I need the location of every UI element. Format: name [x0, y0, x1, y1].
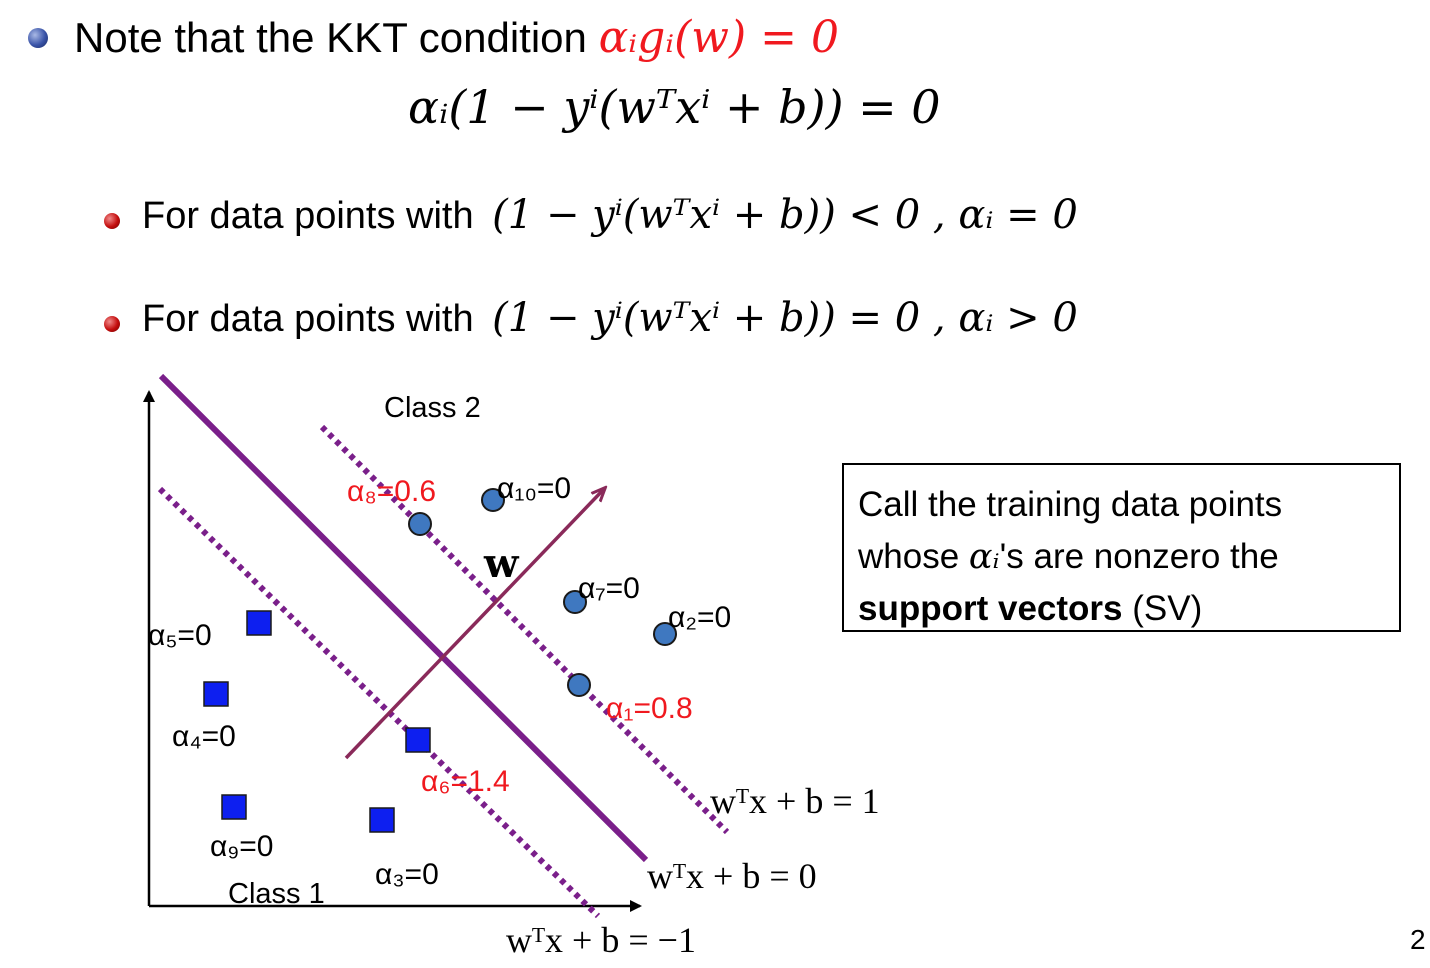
sv-line-2-post: 's are nonzero the — [999, 537, 1279, 576]
sv-line-3-bold: support vectors — [858, 589, 1123, 628]
w-arrow — [344, 489, 604, 760]
alpha-5-label: α₅=0 — [148, 619, 212, 652]
bullet-2-expr: (1 − yⁱ(wᵀxⁱ + b)) = 0 , αᵢ > 0 — [492, 295, 1078, 341]
eq-plus-label: wᵀx + b = 1 — [710, 781, 880, 821]
kkt-condition: αᵢgᵢ(w) = 0 — [598, 12, 839, 63]
alpha-4-label: α₄=0 — [172, 720, 236, 753]
sv-line-2-math: αᵢ — [968, 537, 1000, 577]
w-label: w — [484, 540, 519, 587]
main-equation-text: αᵢ(1 − yⁱ(wᵀxⁱ + b)) = 0 — [408, 80, 941, 134]
point-9 — [221, 794, 247, 820]
alpha-2-label: α₂=0 — [668, 601, 732, 634]
alpha-9-label: α₉=0 — [210, 830, 274, 863]
sv-line-3-post: (SV) — [1132, 589, 1203, 628]
point-3 — [369, 807, 395, 833]
alpha-7-label: α₇=0 — [578, 572, 640, 605]
point-8 — [408, 512, 432, 536]
alpha-10-label: α₁₀=0 — [497, 472, 572, 505]
eq-zero-label: wᵀx + b = 0 — [647, 856, 817, 896]
class2-label: Class 2 — [384, 392, 481, 424]
heading-bullet — [28, 28, 48, 48]
support-vectors-box: Call the training data points whose αᵢ's… — [842, 463, 1401, 632]
alpha-6-label: α₆=1.4 — [421, 765, 510, 798]
bullet-2: For data points with (1 − yⁱ(wᵀxⁱ + b)) … — [142, 295, 1078, 341]
point-4 — [203, 681, 229, 707]
point-2 — [653, 622, 677, 646]
alpha-3-label: α₃=0 — [375, 858, 439, 891]
point-5 — [246, 610, 272, 636]
eq-minus-label: wᵀx + b = −1 — [506, 920, 696, 960]
alpha-8-label: α₈=0.6 — [347, 475, 437, 508]
bullet-1: For data points with (1 − yⁱ(wᵀxⁱ + b)) … — [142, 192, 1078, 238]
alpha-1-label: α₁=0.8 — [606, 692, 693, 725]
margin-line-minus — [157, 486, 601, 919]
point-6 — [405, 727, 431, 753]
sv-line-1: Call the training data points — [858, 485, 1283, 524]
bullet-2-prefix: For data points with — [142, 298, 474, 340]
page-number: 2 — [1410, 924, 1426, 955]
bullet-1-expr: (1 − yⁱ(wᵀxⁱ + b)) < 0 , αᵢ = 0 — [492, 192, 1078, 238]
heading-line: Note that the KKT condition αᵢgᵢ(w) = 0 — [74, 12, 839, 63]
sv-line-2: whose αᵢ's are nonzero the — [858, 531, 1399, 583]
sv-line-3: support vectors (SV) — [858, 583, 1399, 635]
main-equation: αᵢ(1 − yⁱ(wᵀxⁱ + b)) = 0 — [408, 80, 941, 134]
point-10 — [481, 488, 505, 512]
bullet-1-marker — [104, 213, 120, 229]
class1-label: Class 1 — [228, 878, 325, 910]
bullet-2-marker — [104, 316, 120, 332]
heading-text: Note that the KKT condition — [74, 14, 587, 61]
sv-line-2-pre: whose — [858, 537, 960, 576]
decision-boundary — [158, 373, 649, 863]
bullet-1-prefix: For data points with — [142, 195, 474, 237]
point-1 — [567, 673, 591, 697]
point-7 — [563, 590, 587, 614]
